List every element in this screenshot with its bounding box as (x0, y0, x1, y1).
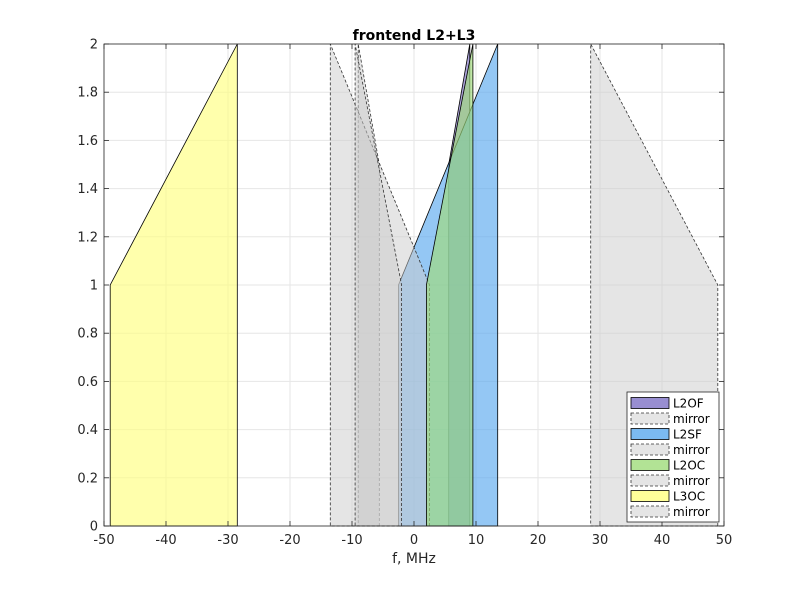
legend-swatch[interactable] (630, 505, 670, 518)
chart-title: frontend L2+L3 (353, 28, 476, 44)
legend-label[interactable]: mirror (673, 443, 710, 457)
x-tick-label: 40 (654, 533, 671, 548)
x-tick-label: 50 (716, 533, 733, 548)
ticks: -50 -40 -30 -20 -10 0 10 20 30 40 50 0 0.2 0.4 0.6 0.8 1… (77, 38, 732, 549)
x-tick-label: -20 (279, 533, 300, 548)
x-tick-label: 10 (468, 533, 485, 548)
legend-swatch[interactable] (630, 397, 670, 409)
legend-swatch[interactable] (630, 474, 670, 487)
y-tick-label: 1.2 (77, 230, 98, 245)
x-tick-label: -10 (341, 533, 362, 548)
y-tick-label: 0.2 (77, 471, 98, 486)
y-tick-label: 0.4 (77, 423, 98, 438)
legend-swatch[interactable] (630, 443, 670, 456)
y-tick-label: 2 (90, 38, 98, 53)
x-tick-label: 30 (592, 533, 609, 548)
legend-swatch[interactable] (630, 428, 670, 440)
x-axis-label: f, MHz (392, 551, 436, 567)
y-tick-label: 1.4 (77, 182, 98, 197)
y-tick-label: 1.8 (77, 86, 98, 101)
legend-label[interactable]: mirror (673, 474, 710, 488)
x-tick-label: -50 (93, 533, 114, 548)
legend-label[interactable]: L2OF (673, 397, 704, 411)
y-tick-label: 0 (90, 520, 98, 535)
x-tick-label: -40 (155, 533, 176, 548)
legend-label[interactable]: mirror (673, 505, 710, 519)
x-tick-label: 20 (530, 533, 547, 548)
x-tick-label: -30 (217, 533, 238, 548)
y-tick-label: 0.8 (77, 327, 98, 342)
legend-label[interactable]: L2OC (673, 459, 705, 473)
legend-swatch[interactable] (630, 412, 670, 425)
series-layer (109, 43, 719, 527)
y-tick-label: 1 (90, 279, 98, 294)
legend-swatch[interactable] (630, 459, 670, 471)
legend-label[interactable]: mirror (673, 412, 710, 426)
y-tick-label: 1.6 (77, 134, 98, 149)
legend-swatch[interactable] (630, 490, 670, 502)
x-tick-label: 0 (410, 533, 418, 548)
legend-label[interactable]: L2SF (673, 428, 702, 442)
legend-label[interactable]: L3OC (673, 490, 705, 504)
y-tick-label: 0.6 (77, 375, 98, 390)
